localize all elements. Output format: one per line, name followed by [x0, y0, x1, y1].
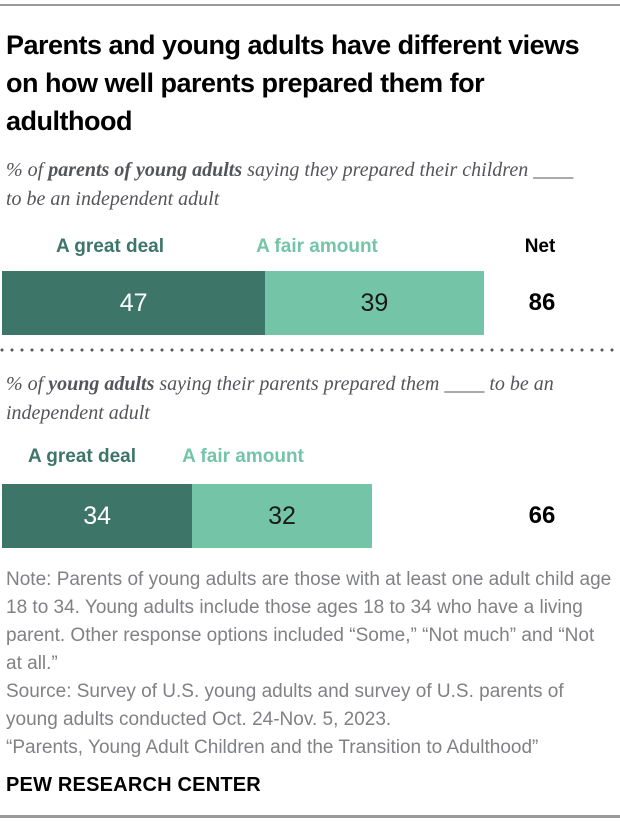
- bar-value-great-deal: 34: [83, 501, 112, 530]
- bar-parents: 47 39: [2, 271, 620, 335]
- bar-value-fair-amount: 32: [268, 501, 296, 530]
- subtitle-parents-bold: parents of young adults: [48, 159, 243, 181]
- bar-value-great-deal: 47: [119, 288, 148, 317]
- subtitle-parents-rest: saying they prepared their children ____…: [6, 159, 574, 210]
- bottom-rule: [0, 815, 620, 818]
- subtitle-young-adults-prefix: % of: [6, 373, 49, 395]
- pew-research-center-wordmark: PEW RESEARCH CENTER: [6, 774, 261, 796]
- bar-segment-great-deal: 47: [2, 271, 266, 335]
- legend-row-parents: A great deal A fair amount Net: [0, 236, 620, 260]
- legend-row-young-adults: A great deal A fair amount: [0, 446, 620, 470]
- stacked-bar-young-adults: 34 32 66: [2, 484, 620, 548]
- note-text: Note: Parents of young adults are those …: [6, 569, 612, 674]
- report-title-text: “Parents, Young Adult Children and the T…: [6, 737, 539, 758]
- subtitle-parents: % of parents of young adults saying they…: [6, 156, 581, 214]
- bar-segment-fair-amount: 39: [265, 271, 484, 335]
- legend-fair-amount: A fair amount: [182, 446, 304, 467]
- bar-segment-great-deal: 34: [2, 484, 193, 548]
- top-rule: [0, 4, 620, 6]
- legend-great-deal: A great deal: [27, 446, 137, 467]
- net-value-parents: 86: [528, 289, 556, 316]
- source-text: Source: Survey of U.S. young adults and …: [6, 681, 564, 730]
- stacked-bar-parents: 47 39 86: [2, 271, 620, 335]
- subtitle-young-adults: % of young adults saying their parents p…: [6, 370, 581, 428]
- page-title: Parents and young adults have different …: [6, 30, 580, 136]
- subtitle-parents-prefix: % of: [6, 159, 49, 181]
- legend-fair-amount: A fair amount: [256, 236, 378, 257]
- subtitle-young-adults-bold: young adults: [48, 373, 155, 395]
- dotted-divider: [0, 348, 620, 352]
- bar-segment-fair-amount: 32: [192, 484, 372, 548]
- bar-young-adults: 34 32: [2, 484, 620, 548]
- bar-value-fair-amount: 39: [360, 288, 389, 317]
- subtitle-young-adults-rest: saying their parents prepared them ____ …: [6, 373, 554, 424]
- legend-great-deal: A great deal: [55, 236, 165, 257]
- net-value-young-adults: 66: [528, 502, 556, 529]
- net-column-header: Net: [524, 236, 556, 257]
